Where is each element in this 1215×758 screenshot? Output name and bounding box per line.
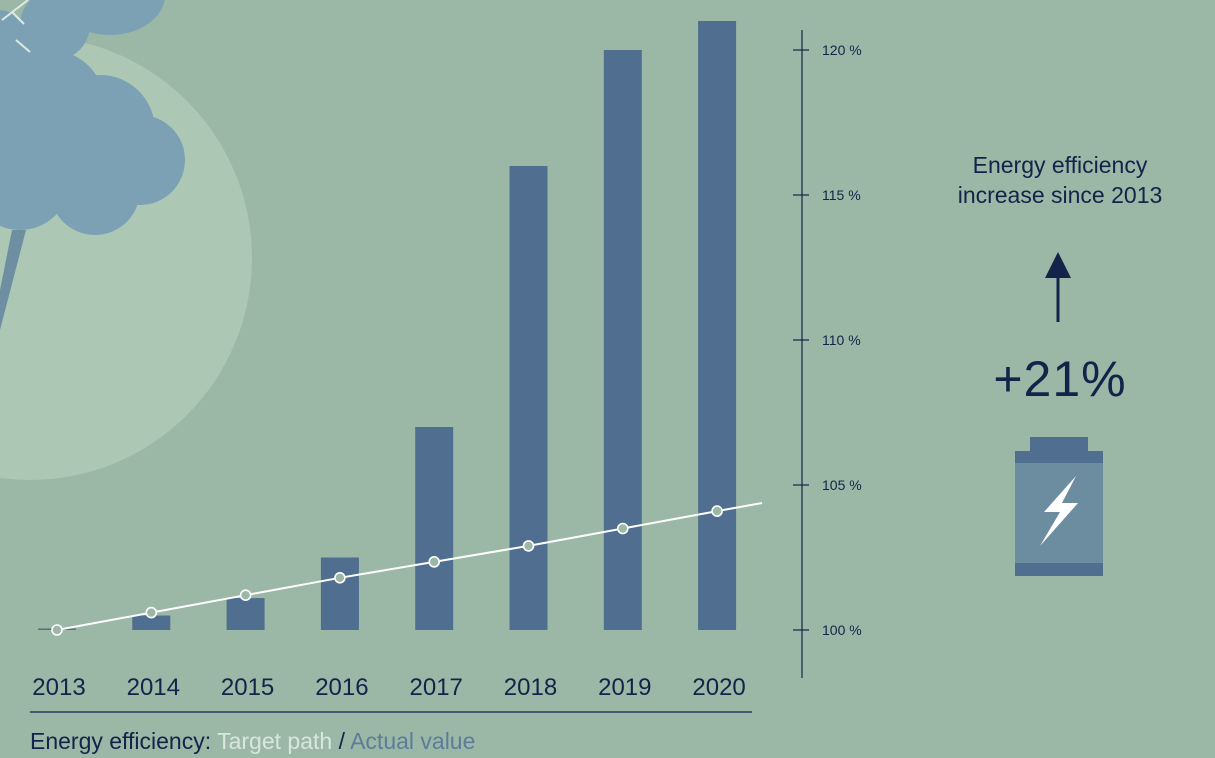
chart-caption: Energy efficiency: Target path / Actual … (30, 728, 475, 755)
target-point-2017 (428, 556, 441, 568)
target-point-2020 (711, 505, 723, 517)
bar-2015 (226, 598, 265, 630)
x-tick-label: 2019 (598, 674, 651, 701)
x-axis: 2013 2014 2015 2016 2017 2018 2019 2020 (30, 674, 752, 713)
tree-trunk (0, 230, 26, 330)
y-axis: 100 % 105 % 110 % 115 % 120 % (793, 30, 862, 678)
target-point-2015 (239, 589, 252, 602)
cloud-highlight (1, 0, 31, 53)
x-tick-label: 2018 (504, 674, 557, 701)
x-tick-label: 2015 (221, 674, 274, 701)
target-point-2018 (522, 540, 535, 552)
bar-2017 (415, 427, 454, 630)
caption-actual-label: Actual value (350, 728, 476, 754)
target-path-line (56, 502, 763, 631)
decorative-background (0, 0, 252, 480)
x-tick-label: 2014 (127, 674, 180, 701)
target-point-2016 (334, 571, 346, 584)
up-arrow-icon (1045, 252, 1071, 322)
x-tick-label: 2017 (410, 674, 463, 701)
callout-title-line-1: Energy efficiency (972, 152, 1148, 178)
efficiency-callout: Energy efficiency increase since 2013 +2… (925, 150, 1195, 407)
bar-series-actual (38, 21, 737, 630)
bar-2019 (603, 50, 642, 630)
y-tick-label: 120 % (822, 42, 862, 58)
callout-value: +21% (993, 351, 1127, 407)
line-series-target (51, 502, 763, 636)
callout-title-line-2: increase since 2013 (957, 182, 1163, 208)
bar-2016 (320, 557, 359, 630)
bar-2014 (132, 615, 171, 630)
y-tick-label: 110 % (822, 332, 861, 348)
caption-prefix: Energy efficiency: (30, 728, 218, 754)
y-tick-label: 115 % (822, 187, 861, 203)
target-point-2019 (616, 522, 629, 535)
target-point-2014 (145, 606, 158, 619)
y-tick-label: 100 % (822, 622, 862, 638)
caption-separator: / (332, 728, 351, 754)
cloud-illustration (0, 0, 185, 235)
x-tick-label: 2013 (32, 674, 85, 701)
x-tick-label: 2016 (315, 674, 368, 701)
target-point-2013 (51, 624, 63, 636)
battery-bolt-icon (1015, 437, 1103, 576)
y-tick-label: 105 % (822, 477, 862, 493)
bar-2018 (509, 166, 548, 630)
x-tick-label: 2020 (692, 674, 745, 701)
bar-2020 (698, 21, 737, 630)
caption-target-label: Target path (217, 728, 333, 754)
